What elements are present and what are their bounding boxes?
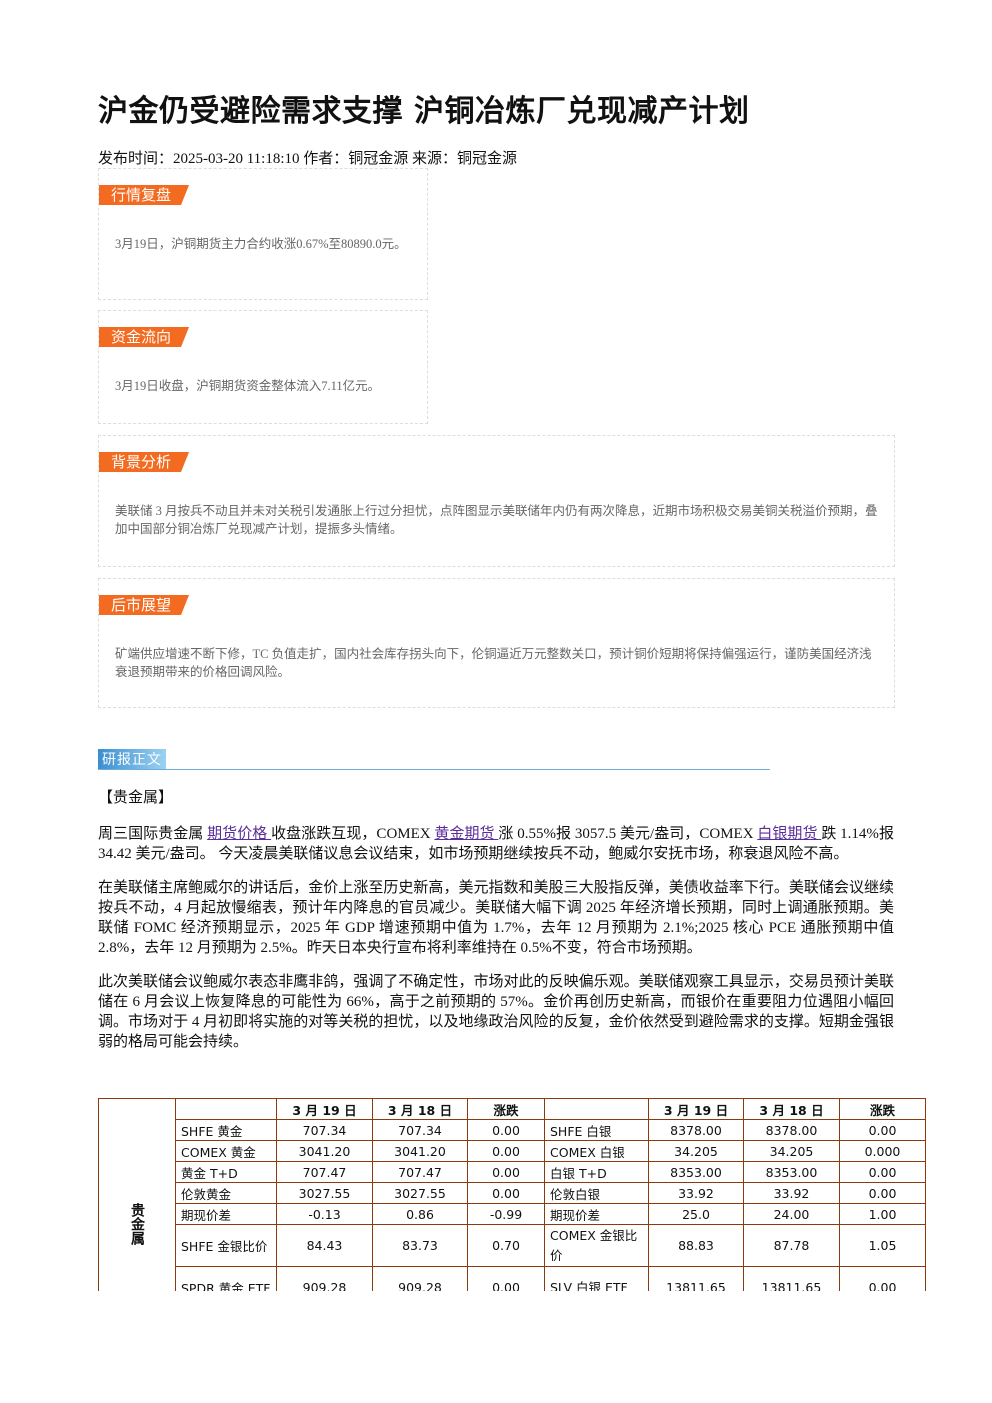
header-cell: 3 月 19 日 (276, 1098, 373, 1120)
cell: 34.205 (743, 1140, 840, 1162)
header-cell: 3 月 19 日 (648, 1098, 744, 1120)
section-tag: 背景分析 (99, 452, 189, 472)
page-bottom (0, 1291, 992, 1403)
section-tag: 后市展望 (99, 595, 189, 615)
cell: 8378.00 (648, 1119, 744, 1141)
cell: 3041.20 (372, 1140, 468, 1162)
cell: 0.00 (839, 1182, 926, 1204)
cell: 8378.00 (743, 1119, 840, 1141)
link[interactable]: 期货价格 (207, 826, 272, 842)
cell: 8353.00 (648, 1161, 744, 1183)
cell: 3041.20 (276, 1140, 373, 1162)
cell: 0.70 (467, 1224, 545, 1267)
subhead: 【贵金属】 (98, 790, 174, 806)
section-box: 资金流向 3月19日收盘，沪铜期货资金整体流入7.11亿元。 (98, 310, 428, 424)
cell: 0.00 (839, 1119, 926, 1141)
cell: 8353.00 (743, 1161, 840, 1183)
table-row: 期现价差 -0.13 0.86 -0.99 期现价差 25.0 24.00 1.00 (99, 1203, 926, 1225)
cell: 0.00 (467, 1161, 545, 1183)
cell: 33.92 (743, 1182, 840, 1204)
section-box: 行情复盘 3月19日，沪铜期货主力合约收涨0.67%至80890.0元。 (98, 168, 428, 300)
section-tag: 资金流向 (99, 327, 189, 347)
paragraph: 在美联储主席鲍威尔的讲话后，金价上涨至历史新高，美元指数和美股三大股指反弹，美债… (98, 878, 894, 958)
cell: 0.00 (839, 1161, 926, 1183)
section-box: 背景分析美联储 3 月按兵不动且并未对关税引发通胀上行过分担忧，点阵图显示美联储… (98, 435, 895, 567)
header-cell: 3 月 18 日 (743, 1098, 840, 1120)
cell: 24.00 (743, 1203, 840, 1225)
table-row: 伦敦黄金 3027.55 3027.55 0.00 伦敦白银 33.92 33.92 0.00 (99, 1182, 926, 1204)
cell: 25.0 (648, 1203, 744, 1225)
header-blank (175, 1098, 277, 1120)
paragraph: 周三国际贵金属 期货价格 收盘涨跌互现，COMEX 黄金期货 涨 0.55%报 … (98, 824, 894, 864)
section-text: 矿端供应增速不断下修，TC 负值走扩，国内社会库存拐头向下，伦铜逼近万元整数关口… (115, 647, 872, 679)
cell: 0.00 (467, 1140, 545, 1162)
cell: 707.47 (372, 1161, 468, 1183)
table-row: SHFE 金银比价 84.43 83.73 0.70 COMEX 金银比价 88.83 87… (99, 1224, 926, 1267)
cell: 1.05 (839, 1224, 926, 1267)
cell: 88.83 (648, 1224, 744, 1267)
cell: 0.00 (467, 1182, 545, 1204)
row-name: 伦敦白银 (544, 1182, 649, 1204)
cell: 707.47 (276, 1161, 373, 1183)
row-name: COMEX 金银比价 (544, 1224, 649, 1267)
section-text: 3月19日，沪铜期货主力合约收涨0.67%至80890.0元。 (115, 237, 407, 251)
text-run: 涨 0.55%报 3057.5 美元/盎司，COMEX (498, 826, 758, 842)
link[interactable]: 黄金期货 (434, 826, 499, 842)
side-label-cell: 贵金属 (98, 1098, 176, 1309)
row-name: 期现价差 (175, 1203, 277, 1225)
header-cell: 涨跌 (839, 1098, 926, 1120)
cell: 707.34 (372, 1119, 468, 1141)
cell: 83.73 (372, 1224, 468, 1267)
cell: 3027.55 (276, 1182, 373, 1204)
link[interactable]: 白银期货 (757, 826, 822, 842)
row-name: 黄金 T+D (175, 1161, 277, 1183)
row-name: 期现价差 (544, 1203, 649, 1225)
cell: 0.000 (839, 1140, 926, 1162)
row-name: SHFE 白银 (544, 1119, 649, 1141)
meta: 发布时间：2025-03-20 11:18:10 作者：铜冠金源 来源：铜冠金源 (98, 151, 518, 167)
cell: 84.43 (276, 1224, 373, 1267)
cell: -0.13 (276, 1203, 373, 1225)
cell: 34.205 (648, 1140, 744, 1162)
cell: -0.99 (467, 1203, 545, 1225)
text-run: 周三国际贵金属 (98, 826, 208, 842)
header-blank (544, 1098, 649, 1120)
text-run: 收盘涨跌互现，COMEX (271, 826, 435, 842)
cell: 0.86 (372, 1203, 468, 1225)
header-cell: 涨跌 (467, 1098, 545, 1120)
text-run: 在美联储主席鲍威尔的讲话后，金价上涨至历史新高，美元指数和美股三大股指反弹，美债… (98, 880, 894, 956)
cell: 1.00 (839, 1203, 926, 1225)
row-name: 伦敦黄金 (175, 1182, 277, 1204)
header-cell: 3 月 18 日 (372, 1098, 468, 1120)
cell: 87.78 (743, 1224, 840, 1267)
row-name: 白银 T+D (544, 1161, 649, 1183)
row-name: COMEX 黄金 (175, 1140, 277, 1162)
text-run: 跌 1.14%报 34.42 美元/盎司。 今天凌晨美联储议息会议结束，如市场预… (98, 826, 894, 862)
row-name: SHFE 黄金 (175, 1119, 277, 1141)
row-name: COMEX 白银 (544, 1140, 649, 1162)
side-label: 贵金属 (129, 1202, 145, 1245)
title: 沪金仍受避险需求支撑 沪铜冶炼厂兑现减产计划 (98, 94, 750, 129)
table-row: 黄金 T+D 707.47 707.47 0.00 白银 T+D 8353.00 8353.… (99, 1161, 926, 1183)
report-bar: 研报正文 (98, 749, 770, 770)
table-row: SHFE 黄金 707.34 707.34 0.00 SHFE 白银 8378.00 837… (99, 1119, 926, 1141)
cell: 707.34 (276, 1119, 373, 1141)
row-name: SHFE 金银比价 (175, 1224, 277, 1267)
section-text: 美联储 3 月按兵不动且并未对关税引发通胀上行过分担忧，点阵图显示美联储年内仍有… (115, 504, 878, 536)
section-box: 后市展望矿端供应增速不断下修，TC 负值走扩，国内社会库存拐头向下，伦铜逼近万元… (98, 578, 895, 708)
section-text: 3月19日收盘，沪铜期货资金整体流入7.11亿元。 (115, 379, 381, 393)
body-text: 周三国际贵金属 期货价格 收盘涨跌互现，COMEX 黄金期货 涨 0.55%报 … (98, 824, 894, 1066)
cell: 33.92 (648, 1182, 744, 1204)
cell: 3027.55 (372, 1182, 468, 1204)
table-row: COMEX 黄金 3041.20 3041.20 0.00 COMEX 白银 34.205… (99, 1140, 926, 1162)
cell: 0.00 (467, 1119, 545, 1141)
text-run: 此次美联储会议鲍威尔表态非鹰非鸽，强调了不确定性，市场对此的反映偏乐观。美联储观… (98, 974, 894, 1050)
section-tag: 行情复盘 (99, 185, 189, 205)
paragraph: 此次美联储会议鲍威尔表态非鹰非鸽，强调了不确定性，市场对此的反映偏乐观。美联储观… (98, 972, 894, 1052)
report-label: 研报正文 (98, 749, 166, 769)
